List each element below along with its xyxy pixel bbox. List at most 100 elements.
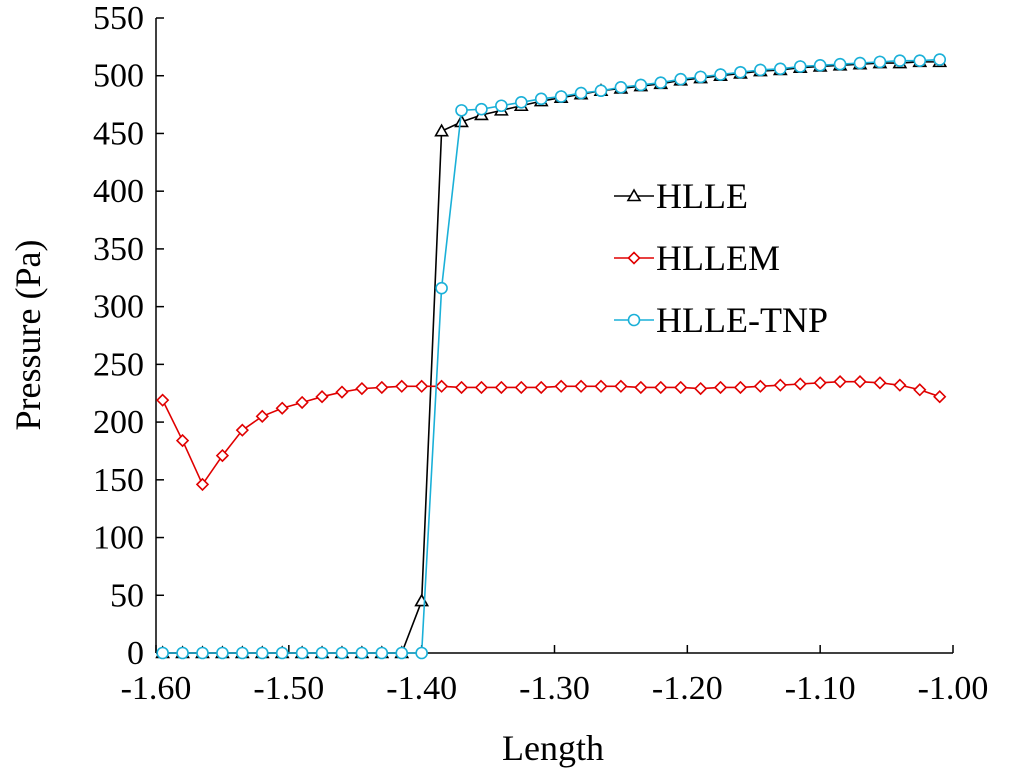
axes	[155, 18, 953, 654]
y-tick-label: 450	[93, 115, 144, 152]
data-point-hlle-tnp	[714, 68, 727, 81]
data-point-hlle	[434, 123, 449, 137]
data-point-hllem	[275, 401, 289, 415]
data-point-hlle-tnp	[475, 102, 488, 116]
data-point-hlle-tnp	[295, 646, 309, 660]
x-tick-label: -1.30	[519, 670, 590, 707]
data-point-hlle-tnp	[774, 62, 787, 76]
data-point-hllem	[873, 376, 887, 390]
y-axis-ticks: 0 50 100 150 200 250 300 350 400 450 500 550	[93, 0, 164, 672]
y-tick-label: 550	[93, 0, 144, 37]
data-point-hllem	[933, 390, 947, 404]
data-point-hlle-tnp	[833, 57, 847, 71]
data-point-hlle-tnp	[335, 646, 349, 660]
legend-item-hlle: HLLE	[614, 176, 748, 216]
legend-item-hllem: HLLEM	[614, 238, 780, 278]
data-point-hllem	[693, 381, 708, 396]
data-point-hlle-tnp	[455, 104, 468, 117]
data-point-hllem	[295, 395, 309, 410]
data-point-hllem	[395, 379, 409, 393]
data-point-hlle-tnp	[734, 65, 747, 79]
data-point-hlle-tnp	[375, 646, 389, 660]
y-tick-label: 500	[93, 58, 144, 95]
data-point-hlle-tnp	[315, 646, 329, 660]
legend-label: HLLEM	[656, 238, 780, 278]
data-point-hlle-tnp	[275, 646, 289, 660]
y-axis-title: Pressure (Pa)	[8, 240, 48, 431]
data-point-hllem	[215, 448, 230, 463]
legend: HLLE HLLEM HLLE-TNP	[614, 176, 828, 340]
data-point-hlle-tnp	[255, 646, 269, 660]
data-point-hllem	[474, 380, 489, 395]
data-point-hllem	[753, 379, 768, 393]
series-line-hlle-tnp	[162, 58, 940, 654]
data-point-hllem	[853, 375, 867, 389]
data-point-hllem	[574, 379, 588, 393]
data-point-hllem	[335, 385, 349, 399]
y-tick-label: 300	[93, 289, 144, 326]
y-tick-label: 0	[127, 635, 144, 672]
data-point-hlle-tnp	[216, 646, 229, 660]
data-point-hlle-tnp	[196, 646, 209, 660]
y-tick-label: 100	[93, 520, 144, 557]
data-point-hllem	[893, 378, 907, 392]
legend-marker	[627, 313, 641, 327]
data-point-hlle-tnp	[554, 90, 568, 103]
data-point-hllem	[813, 376, 827, 390]
data-point-hlle-tnp	[853, 56, 867, 70]
y-tick-label: 350	[93, 231, 144, 268]
legend-marker	[626, 188, 642, 202]
data-point-hlle-tnp	[634, 78, 648, 92]
data-point-hllem	[415, 379, 429, 393]
data-point-hlle-tnp	[395, 646, 409, 660]
series-hlle	[155, 54, 948, 659]
data-point-hlle-tnp	[435, 281, 448, 295]
data-point-hllem	[375, 380, 389, 395]
series-line-hllem	[161, 380, 940, 487]
data-point-hlle-tnp	[574, 86, 588, 100]
y-tick-label: 250	[93, 346, 144, 383]
data-point-hllem	[674, 380, 688, 395]
legend-item-hlle-tnp: HLLE-TNP	[614, 300, 828, 340]
data-point-hllem	[494, 380, 508, 395]
data-point-hlle-tnp	[933, 53, 947, 66]
data-point-hlle-tnp	[754, 63, 767, 77]
data-point-hllem	[514, 380, 528, 395]
series-line-hlle	[162, 61, 940, 654]
data-point-hllem	[255, 409, 269, 423]
data-point-hlle-tnp	[614, 80, 628, 94]
data-point-hllem	[195, 477, 210, 492]
data-point-hllem	[733, 380, 748, 395]
y-tick-label: 200	[93, 404, 144, 441]
data-point-hlle-tnp	[355, 646, 369, 660]
x-tick-label: -1.50	[253, 670, 324, 707]
data-point-hlle-tnp	[694, 70, 707, 84]
x-tick-label: -1.00	[918, 670, 989, 707]
data-point-hllem	[355, 381, 369, 396]
x-tick-label: -1.20	[652, 670, 723, 707]
data-point-hlle	[414, 593, 430, 607]
y-tick-label: 50	[110, 577, 144, 614]
data-point-hlle-tnp	[793, 60, 807, 73]
data-point-hlle-tnp	[893, 54, 907, 68]
data-point-hlle-tnp	[674, 72, 687, 86]
data-point-hlle-tnp	[813, 59, 827, 72]
data-point-hllem	[534, 380, 548, 395]
data-point-hllem	[793, 377, 807, 391]
series-layer	[155, 53, 948, 660]
data-point-hllem	[235, 423, 249, 437]
data-point-hlle-tnp	[236, 646, 249, 660]
data-point-hlle-tnp	[654, 76, 668, 89]
y-tick-label: 400	[93, 173, 144, 210]
data-point-hlle-tnp	[176, 646, 189, 660]
data-point-hllem	[773, 378, 787, 392]
data-point-hllem	[315, 390, 329, 404]
data-point-hlle-tnp	[514, 95, 528, 109]
legend-label: HLLE	[656, 176, 748, 216]
data-point-hllem	[654, 380, 668, 395]
data-point-hllem	[713, 380, 728, 395]
x-tick-label: -1.40	[386, 670, 457, 707]
y-tick-label: 150	[93, 462, 144, 499]
series-hllem	[156, 375, 947, 492]
